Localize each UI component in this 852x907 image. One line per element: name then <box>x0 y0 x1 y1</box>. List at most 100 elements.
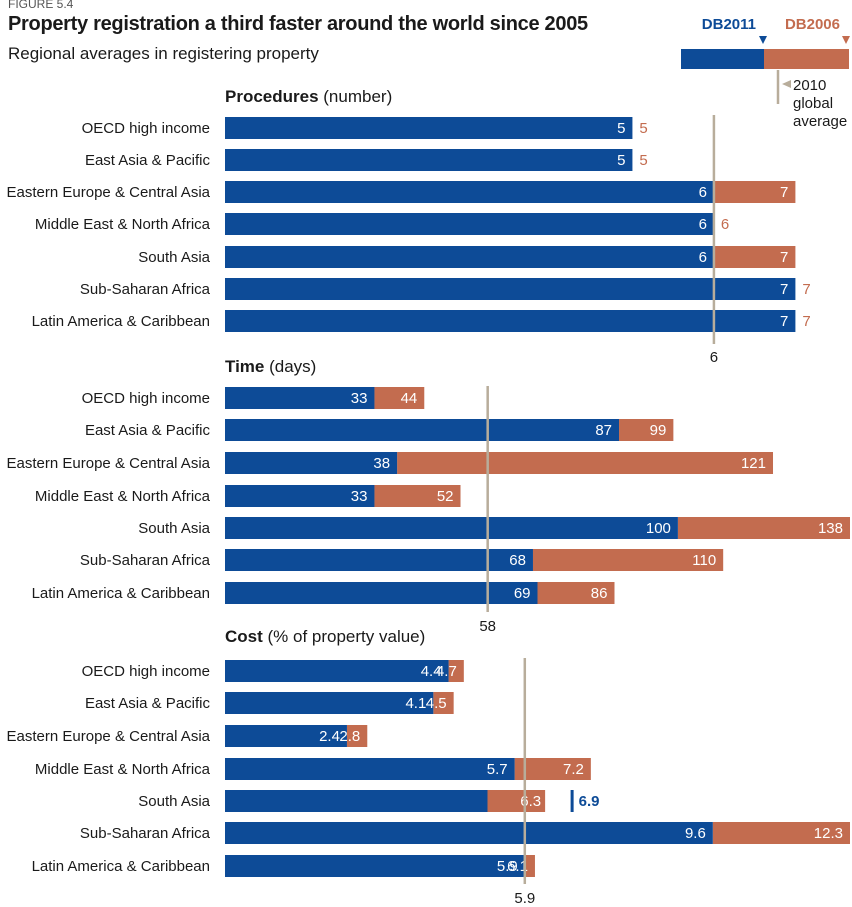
bar-db2011 <box>225 117 633 139</box>
bar-db2011 <box>225 758 515 780</box>
category-label: OECD high income <box>82 120 210 137</box>
category-label: East Asia & Pacific <box>85 422 211 439</box>
bar-db2006 <box>433 692 454 714</box>
value-label-db2011: 6 <box>699 249 707 266</box>
value-label-db2011: 4.4 <box>421 663 442 680</box>
value-label-db2006: 99 <box>650 422 667 439</box>
chart-subtitle: Regional averages in registering propert… <box>8 44 319 63</box>
bar-db2006 <box>374 485 461 507</box>
value-label-db2011: 7 <box>780 281 788 298</box>
category-label: South Asia <box>138 249 210 266</box>
category-label: OECD high income <box>82 390 210 407</box>
category-label: Eastern Europe & Central Asia <box>7 455 211 472</box>
bar-db2011 <box>225 725 347 747</box>
value-label-db2006: 7 <box>802 313 810 330</box>
bar-db2006 <box>713 246 796 268</box>
legend-db2006-bar <box>764 49 849 69</box>
bar-db2011 <box>225 549 533 571</box>
legend-average-note: average <box>793 113 847 130</box>
value-label-db2006: 121 <box>741 455 766 472</box>
bar-db2006 <box>532 549 724 571</box>
bar-db2011 <box>225 517 678 539</box>
value-label-db2006: 6.1 <box>507 858 528 875</box>
value-label-db2011: 6 <box>699 216 707 233</box>
bar-db2011 <box>225 822 713 844</box>
value-label-db2011: 7 <box>780 313 788 330</box>
category-label: Sub-Saharan Africa <box>80 281 211 298</box>
value-label-db2006: 5 <box>639 120 647 137</box>
bar-db2006 <box>448 660 464 682</box>
value-label-db2006: 86 <box>591 585 608 602</box>
bar-db2011 <box>225 855 525 877</box>
bar-db2006 <box>514 758 591 780</box>
panel-title: Time (days) <box>225 357 316 376</box>
value-label-db2011: 38 <box>373 455 390 472</box>
global-average-label: 6 <box>710 349 718 366</box>
value-label-db2006: 138 <box>818 520 843 537</box>
bar-db2011 <box>225 660 449 682</box>
bar-db2011 <box>225 452 398 474</box>
panel-title: Cost (% of property value) <box>225 627 425 646</box>
bar-db2011 <box>225 246 714 268</box>
value-label-db2006: 52 <box>437 488 454 505</box>
bar-db2011 <box>225 582 538 604</box>
bar-db2006 <box>487 790 546 812</box>
legend-db2011-pointer <box>759 36 767 44</box>
category-label: Middle East & North Africa <box>35 488 211 505</box>
category-label: East Asia & Pacific <box>85 152 211 169</box>
value-label-db2006: 44 <box>401 390 418 407</box>
bar-db2006 <box>712 822 850 844</box>
bar-db2006 <box>346 725 368 747</box>
category-label: Middle East & North Africa <box>35 761 211 778</box>
chart-title: Property registration a third faster aro… <box>8 13 588 35</box>
value-label-db2011: 87 <box>595 422 612 439</box>
figure-label: FIGURE 5.4 <box>8 0 74 11</box>
value-label-db2011: 5 <box>617 152 625 169</box>
bar-db2006 <box>619 419 674 441</box>
category-label: Eastern Europe & Central Asia <box>7 184 211 201</box>
value-label-db2011: 68 <box>509 552 526 569</box>
legend-db2011-label: DB2011 <box>702 16 756 33</box>
category-label: East Asia & Pacific <box>85 695 211 712</box>
legend-average-pointer <box>782 80 791 88</box>
bar-db2011 <box>225 790 488 812</box>
value-label-db2011: 9.6 <box>685 825 706 842</box>
global-average-label: 5.9 <box>514 890 535 907</box>
value-label-db2006: 12.3 <box>814 825 843 842</box>
value-label-db2006: 5 <box>639 152 647 169</box>
value-label-db2006: 7 <box>780 249 788 266</box>
global-average-label: 58 <box>479 618 496 635</box>
marker-db2011 <box>570 790 574 812</box>
bar-db2011 <box>225 278 796 300</box>
bar-db2011 <box>225 149 633 171</box>
bar-db2011 <box>225 692 434 714</box>
bar-db2006 <box>713 181 796 203</box>
panel-title: Procedures (number) <box>225 87 392 106</box>
value-label-db2006: 7 <box>780 184 788 201</box>
bar-db2006 <box>397 452 774 474</box>
value-label-db2011: 5 <box>617 120 625 137</box>
bar-db2006 <box>537 582 615 604</box>
value-label-db2006: 2.8 <box>339 728 360 745</box>
category-label: Latin America & Caribbean <box>32 585 210 602</box>
legend-db2006-label: DB2006 <box>785 16 840 33</box>
value-label-db2011: 100 <box>646 520 671 537</box>
value-label-db2011: 33 <box>351 488 368 505</box>
category-label: South Asia <box>138 520 210 537</box>
bar-db2011 <box>225 387 375 409</box>
value-label-db2006: 6 <box>721 216 729 233</box>
legend-db2011-bar <box>681 49 764 69</box>
value-label-db2011: 6.9 <box>579 793 600 810</box>
value-label-db2006: 6.3 <box>520 793 541 810</box>
bar-db2006 <box>374 387 425 409</box>
bar-db2006 <box>524 855 535 877</box>
bar-db2006 <box>677 517 850 539</box>
category-label: OECD high income <box>82 663 210 680</box>
bar-db2011 <box>225 310 796 332</box>
category-label: Eastern Europe & Central Asia <box>7 728 211 745</box>
value-label-db2011: 6 <box>699 184 707 201</box>
value-label-db2011: 4.1 <box>405 695 426 712</box>
bar-db2011 <box>225 181 714 203</box>
category-label: Latin America & Caribbean <box>32 313 210 330</box>
